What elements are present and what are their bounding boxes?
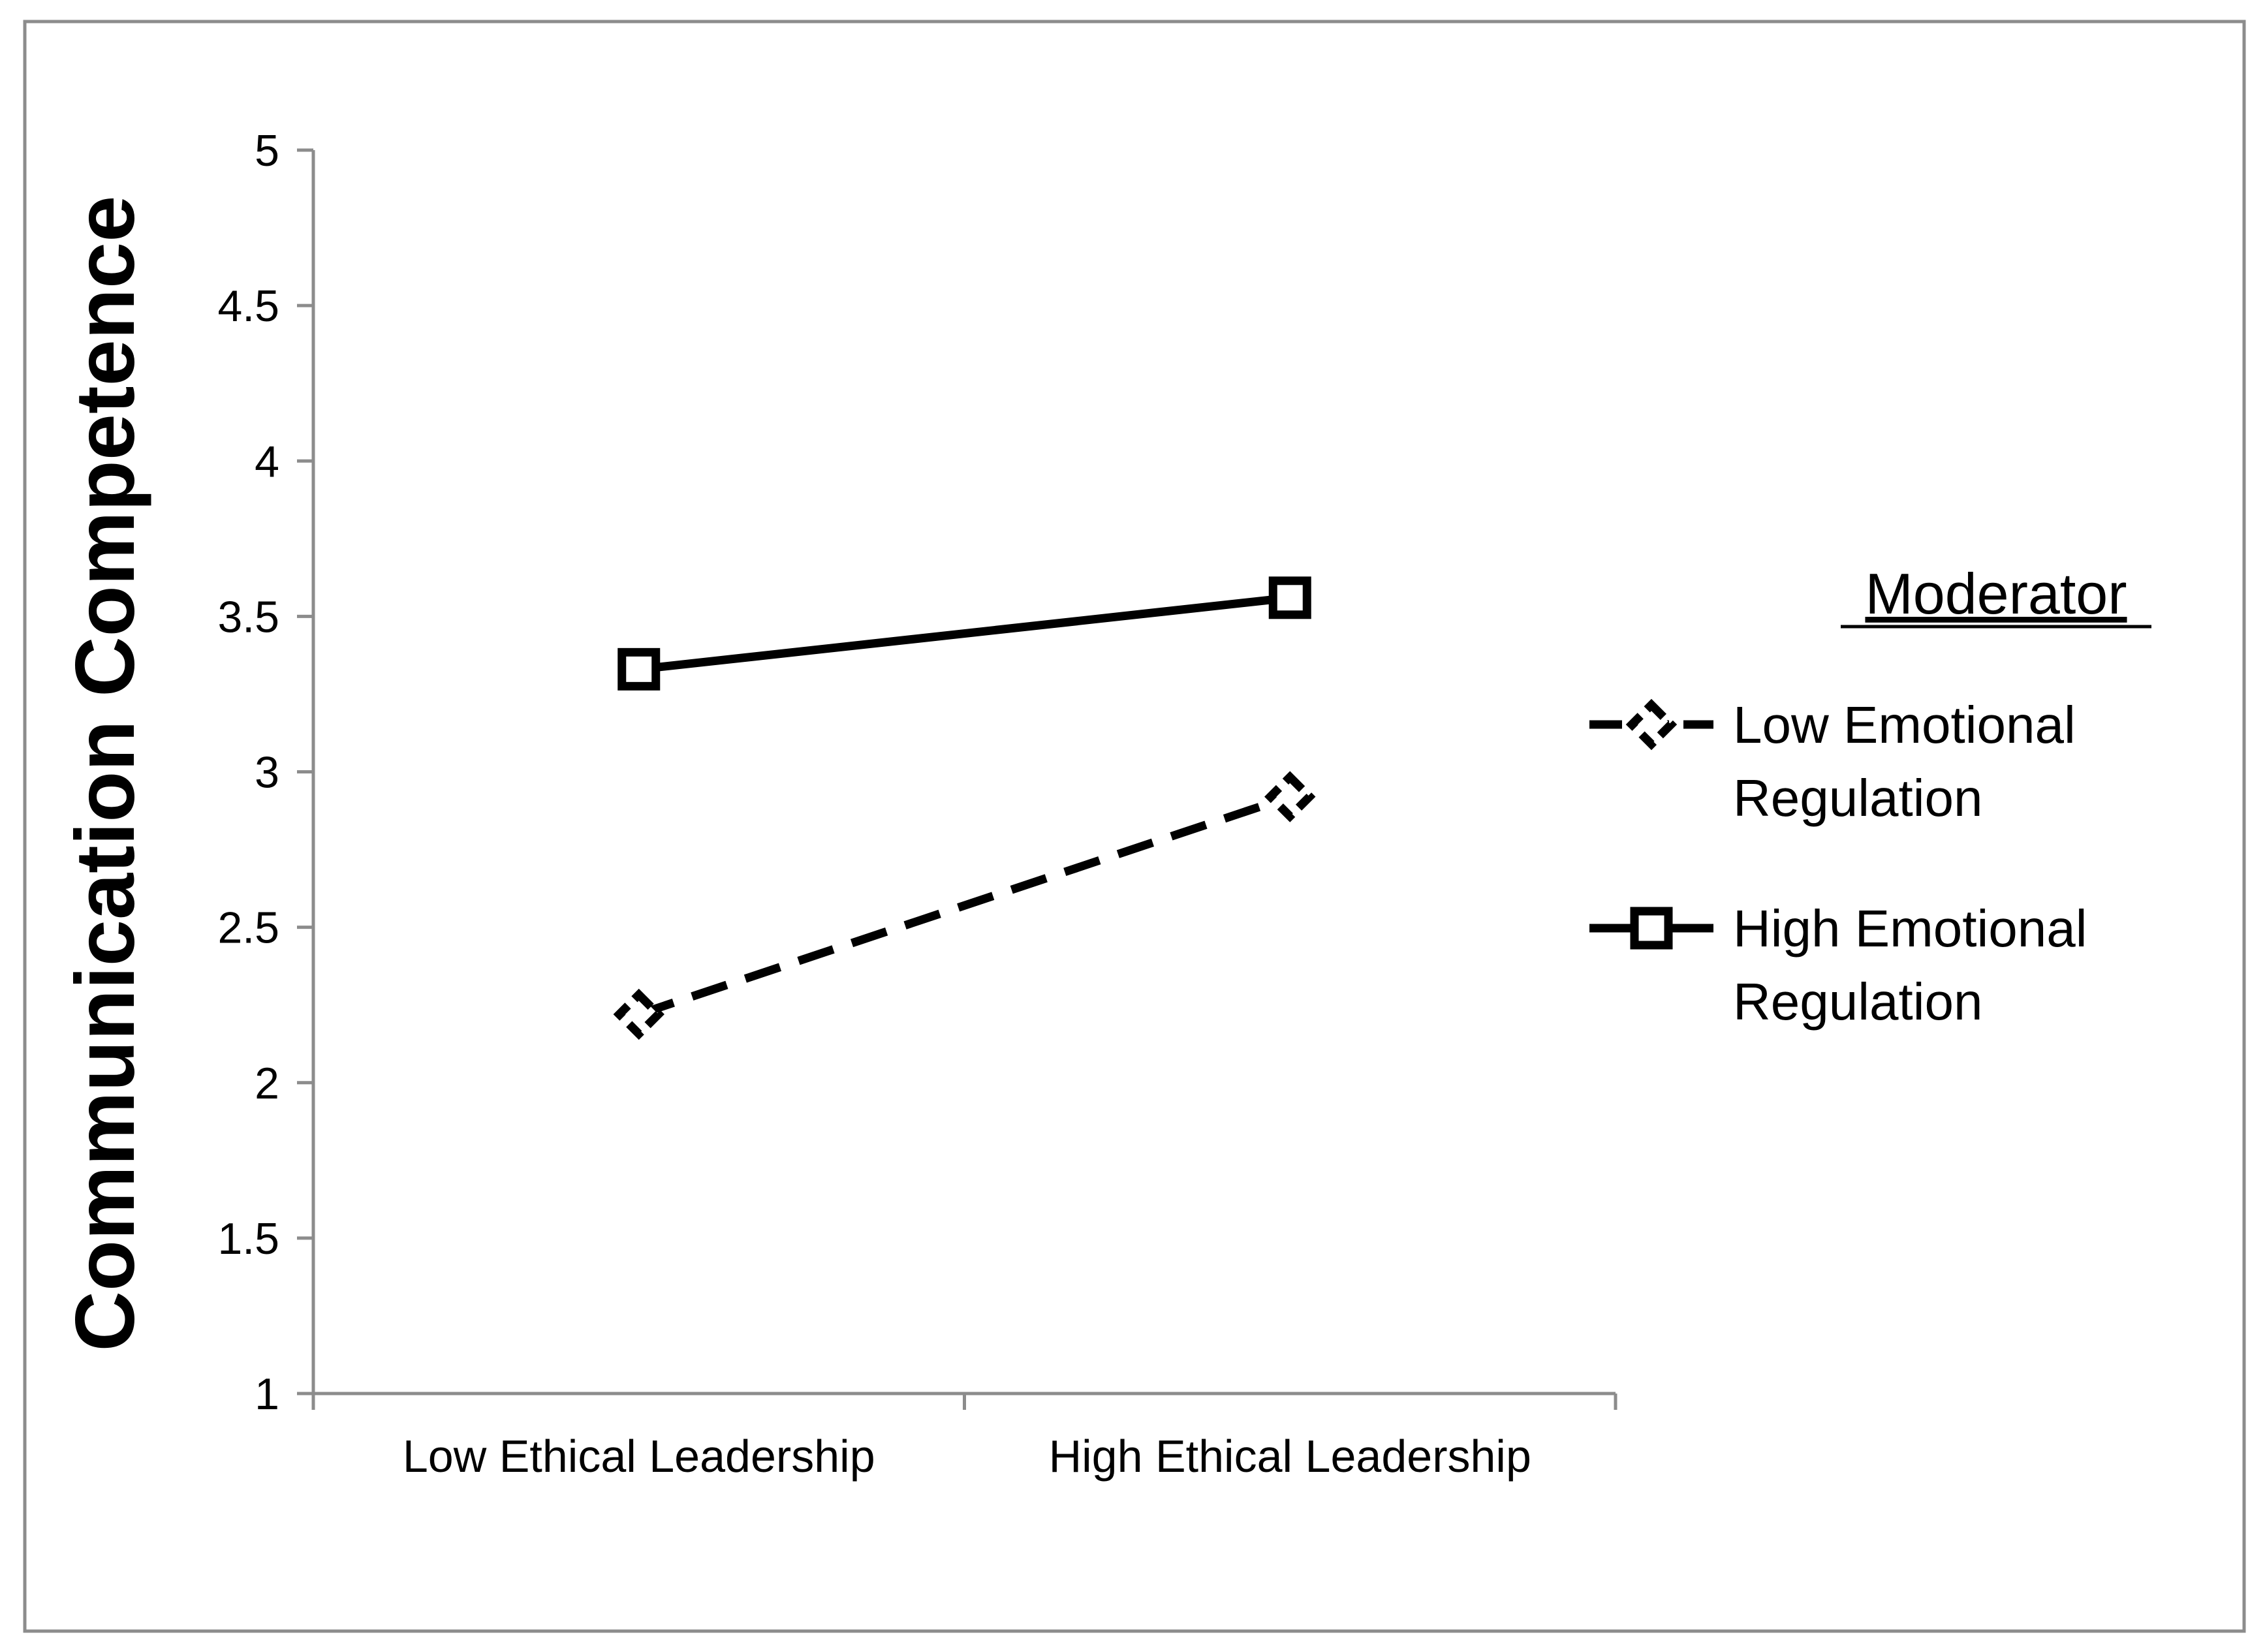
y-tick-label: 2.5 <box>217 903 279 953</box>
y-tick-label: 1.5 <box>217 1214 279 1264</box>
legend-label: Low Emotional <box>1733 696 2076 754</box>
y-tick-label: 1 <box>255 1369 279 1419</box>
series-high-emotional-regulation <box>617 576 1311 691</box>
y-tick-label: 2 <box>255 1059 279 1108</box>
series-layer <box>613 576 1316 1040</box>
legend-entry: High Emotional Regulation <box>1589 899 2087 1031</box>
series-line <box>637 792 1292 1019</box>
data-point <box>617 647 661 691</box>
legend-entry: Low Emotional Regulation <box>1589 696 2076 827</box>
y-axis-ticks: 1 1.5 2 2.5 3 3.5 4 4.5 5 <box>217 126 313 1419</box>
y-tick-label: 4.5 <box>217 281 279 331</box>
series-line <box>638 593 1290 674</box>
chart-border <box>23 20 2246 1633</box>
x-tick-label: High Ethical Leadership <box>1049 1431 1531 1482</box>
y-tick-label: 5 <box>255 126 279 176</box>
legend-marker <box>1625 698 1678 751</box>
x-axis-ticks: Low Ethical Leadership High Ethical Leade… <box>311 1394 1617 1482</box>
y-tick-label: 3 <box>255 748 279 798</box>
legend-title: Moderator <box>1865 561 2127 626</box>
data-point <box>1264 771 1316 822</box>
y-axis-title: Communication Competence <box>59 196 152 1352</box>
legend-label: High Emotional <box>1733 899 2087 958</box>
legend-label: Regulation <box>1733 769 1983 827</box>
y-tick-label: 3.5 <box>217 592 279 642</box>
data-point <box>613 988 664 1040</box>
x-tick-label: Low Ethical Leadership <box>403 1431 875 1482</box>
data-point <box>1268 576 1311 619</box>
legend-marker <box>1630 907 1673 950</box>
y-tick-label: 4 <box>255 437 279 486</box>
series-low-emotional-regulation <box>613 771 1316 1040</box>
legend-label: Regulation <box>1733 973 1983 1031</box>
